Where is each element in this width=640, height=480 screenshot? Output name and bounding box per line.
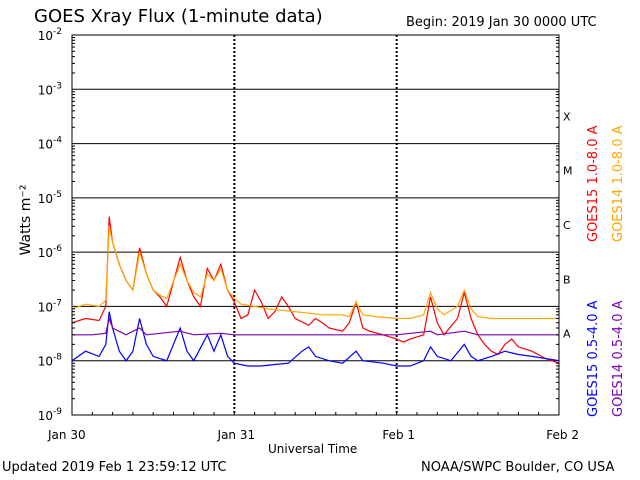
chart-title: GOES Xray Flux (1-minute data) — [34, 6, 323, 27]
legend-entry-1: GOES14 1.0-8.0 A — [611, 125, 626, 242]
flare-class-label: X — [563, 110, 571, 123]
y-tick-label: 10-7 — [38, 298, 62, 314]
legend-entry-3: GOES14 0.5-4.0 A — [611, 300, 626, 417]
updated-timestamp: Updated 2019 Feb 1 23:59:12 UTC — [2, 460, 227, 475]
credit-text: NOAA/SWPC Boulder, CO USA — [421, 460, 615, 475]
x-axis-label: Universal Time — [268, 442, 358, 456]
flare-class-label: M — [563, 165, 573, 178]
y-axis-label: Watts m⁻² — [18, 184, 34, 256]
y-tick-label: 10-3 — [38, 81, 62, 97]
plot-area — [71, 34, 560, 416]
y-tick-label: 10-8 — [38, 353, 63, 369]
x-tick-label: Jan 30 — [47, 428, 86, 442]
legend-entry-0: GOES15 1.0-8.0 A — [586, 125, 601, 242]
x-tick-label: Feb 1 — [382, 428, 415, 442]
flare-class-label: A — [563, 328, 571, 341]
series-line-2 — [71, 311, 560, 367]
y-tick-label: 10-4 — [38, 136, 63, 152]
y-tick-label: 10-6 — [38, 244, 63, 260]
x-tick-label: Jan 31 — [217, 428, 256, 442]
series-group — [71, 216, 560, 367]
flare-class-label: C — [563, 219, 571, 232]
flare-class-label: B — [563, 273, 571, 286]
begin-time: Begin: 2019 Jan 30 0000 UTC — [406, 15, 597, 30]
legend: GOES15 1.0-8.0 A GOES14 1.0-8.0 A GOES15 0… — [586, 125, 626, 417]
axes: 10-9 10-8 10-7 10-6 10-5 10-4 10-3 10-2 Jan 30 Ja… — [38, 27, 579, 442]
x-tick-label: Feb 2 — [546, 428, 579, 442]
y-tick-label: 10-5 — [38, 190, 62, 206]
y-tick-label: 10-9 — [38, 407, 63, 423]
series-line-1 — [71, 226, 559, 320]
legend-entry-2: GOES15 0.5-4.0 A — [586, 300, 601, 417]
y-tick-label: 10-2 — [38, 27, 62, 43]
series-line-3 — [72, 316, 559, 336]
